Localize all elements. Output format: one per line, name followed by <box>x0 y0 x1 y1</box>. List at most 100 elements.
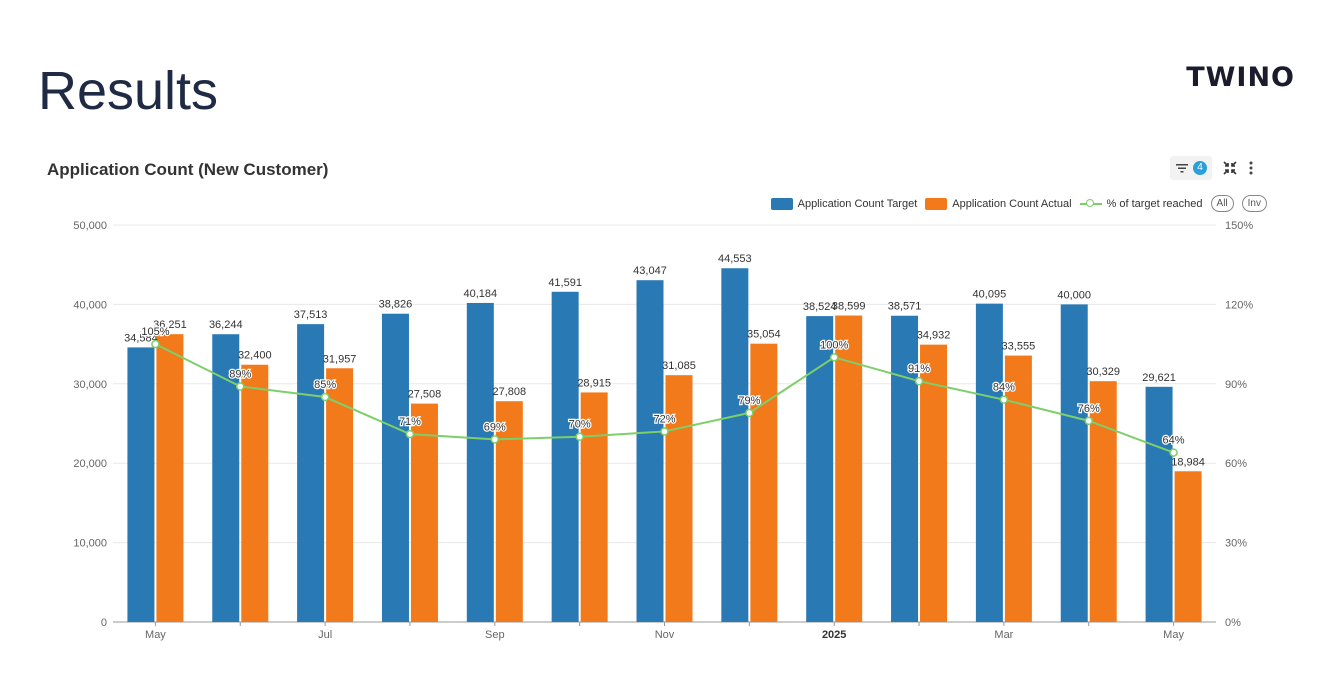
pct-label: 84% <box>993 382 1015 394</box>
pct-point <box>490 435 500 444</box>
x-tick-label: Jul <box>318 629 332 641</box>
legend-item-actual[interactable]: Application Count Actual <box>925 197 1072 210</box>
x-tick-label: 2025 <box>822 629 846 641</box>
y-left-tick-label: 0 <box>101 617 107 629</box>
bar-actual <box>580 392 608 622</box>
bar-label-target: 40,184 <box>463 288 497 300</box>
collapse-button[interactable] <box>1222 160 1238 176</box>
bar-target <box>721 268 749 622</box>
more-options-button[interactable] <box>1248 160 1254 176</box>
legend-swatch-actual <box>925 197 948 210</box>
pct-label: 70% <box>569 419 591 431</box>
pct-label: 72% <box>653 413 675 425</box>
bar-target <box>975 303 1003 622</box>
bar-label-target: 34,584 <box>124 332 158 344</box>
bar-label-actual: 32,400 <box>238 350 272 362</box>
y-right-tick-label: 30% <box>1225 538 1247 550</box>
pct-label: 91% <box>908 363 930 375</box>
bar-target <box>806 316 834 622</box>
bar-actual <box>241 364 269 622</box>
pct-point <box>236 382 245 391</box>
collapse-icon <box>1223 161 1237 175</box>
pct-point <box>1084 416 1093 426</box>
bar-label-actual: 31,957 <box>323 353 357 365</box>
bar-label-target: 44,553 <box>718 253 752 265</box>
pct-point <box>914 376 924 386</box>
bar-label-target: 43,047 <box>633 265 667 277</box>
bar-label-actual: 27,508 <box>408 389 442 401</box>
bar-label-actual: 30,329 <box>1086 366 1120 378</box>
legend-swatch-pct <box>1079 198 1102 210</box>
legend-all-button[interactable]: All <box>1210 195 1234 212</box>
bar-actual <box>1174 471 1202 622</box>
bar-label-target: 38,826 <box>379 299 413 311</box>
bar-label-target: 40,000 <box>1057 289 1091 301</box>
pct-label: 105% <box>141 326 169 338</box>
bar-actual <box>1004 355 1032 622</box>
legend-item-target[interactable]: Application Count Target <box>770 197 918 210</box>
pct-label: 85% <box>314 379 336 391</box>
pct-point <box>151 339 160 349</box>
bar-label-actual: 38,599 <box>832 301 866 313</box>
pct-label: 71% <box>399 416 421 428</box>
pct-point <box>999 395 1009 404</box>
x-tick-label: May <box>1163 629 1184 641</box>
x-tick-label: Nov <box>655 629 675 641</box>
bar-target <box>1145 386 1173 622</box>
pct-point <box>575 432 584 441</box>
x-tick-label: Sep <box>485 629 505 641</box>
y-right-tick-label: 90% <box>1225 379 1247 391</box>
bar-label-actual: 36,251 <box>153 319 187 331</box>
x-tick-label: May <box>145 629 166 641</box>
y-left-tick-label: 50,000 <box>73 220 107 232</box>
pct-point <box>320 392 330 402</box>
filter-button[interactable]: 4 <box>1170 156 1212 180</box>
bar-actual <box>920 344 948 622</box>
pct-label: 69% <box>484 421 506 433</box>
bar-actual <box>410 403 438 622</box>
bar-label-actual: 18,984 <box>1171 456 1205 468</box>
pct-label: 64% <box>1163 435 1185 447</box>
bar-label-target: 38,571 <box>888 301 922 313</box>
bar-label-target: 36,244 <box>209 319 243 331</box>
filter-count-badge: 4 <box>1193 161 1207 175</box>
pct-point <box>405 429 415 439</box>
bar-label-target: 41,591 <box>548 277 582 289</box>
bar-label-target: 29,621 <box>1142 372 1176 384</box>
pct-label: 100% <box>820 339 848 351</box>
pct-point <box>829 353 839 362</box>
legend-label-pct: % of target reached <box>1106 197 1203 210</box>
chart-title: Application Count (New Customer) <box>47 160 329 179</box>
pct-point <box>745 408 754 418</box>
pct-point <box>660 427 669 436</box>
legend-label-actual: Application Count Actual <box>952 197 1072 210</box>
bar-label-actual: 28,915 <box>577 377 611 389</box>
y-left-tick-label: 20,000 <box>73 458 107 470</box>
bar-target <box>381 313 409 622</box>
chart-toolbar: 4 <box>1170 156 1254 180</box>
bar-label-target: 37,513 <box>294 309 328 321</box>
legend-label-target: Application Count Target <box>797 197 918 210</box>
bar-target <box>1060 304 1088 622</box>
pct-line <box>154 343 1174 454</box>
y-right-tick-label: 0% <box>1225 617 1241 629</box>
bar-label-actual: 31,085 <box>662 360 696 372</box>
y-right-tick-label: 120% <box>1225 299 1253 311</box>
bar-actual <box>326 368 354 622</box>
y-right-tick-label: 150% <box>1225 220 1253 232</box>
bar-actual <box>665 375 693 622</box>
legend-item-pct[interactable]: % of target reached <box>1079 197 1203 210</box>
legend-swatch-target <box>770 197 793 210</box>
bar-actual <box>495 401 523 622</box>
bar-target <box>891 315 919 622</box>
legend-invert-button[interactable]: Inv <box>1241 195 1267 212</box>
y-left-tick-label: 30,000 <box>73 379 107 391</box>
bar-target <box>551 291 579 622</box>
y-right-tick-label: 60% <box>1225 458 1247 470</box>
pct-label: 79% <box>738 395 760 407</box>
bar-label-actual: 34,932 <box>917 330 951 342</box>
chart-legend: Application Count Target Application Cou… <box>770 195 1267 212</box>
bar-label-target: 40,095 <box>973 289 1007 301</box>
more-vertical-icon <box>1249 161 1253 175</box>
bar-label-target: 38,524 <box>803 301 837 313</box>
